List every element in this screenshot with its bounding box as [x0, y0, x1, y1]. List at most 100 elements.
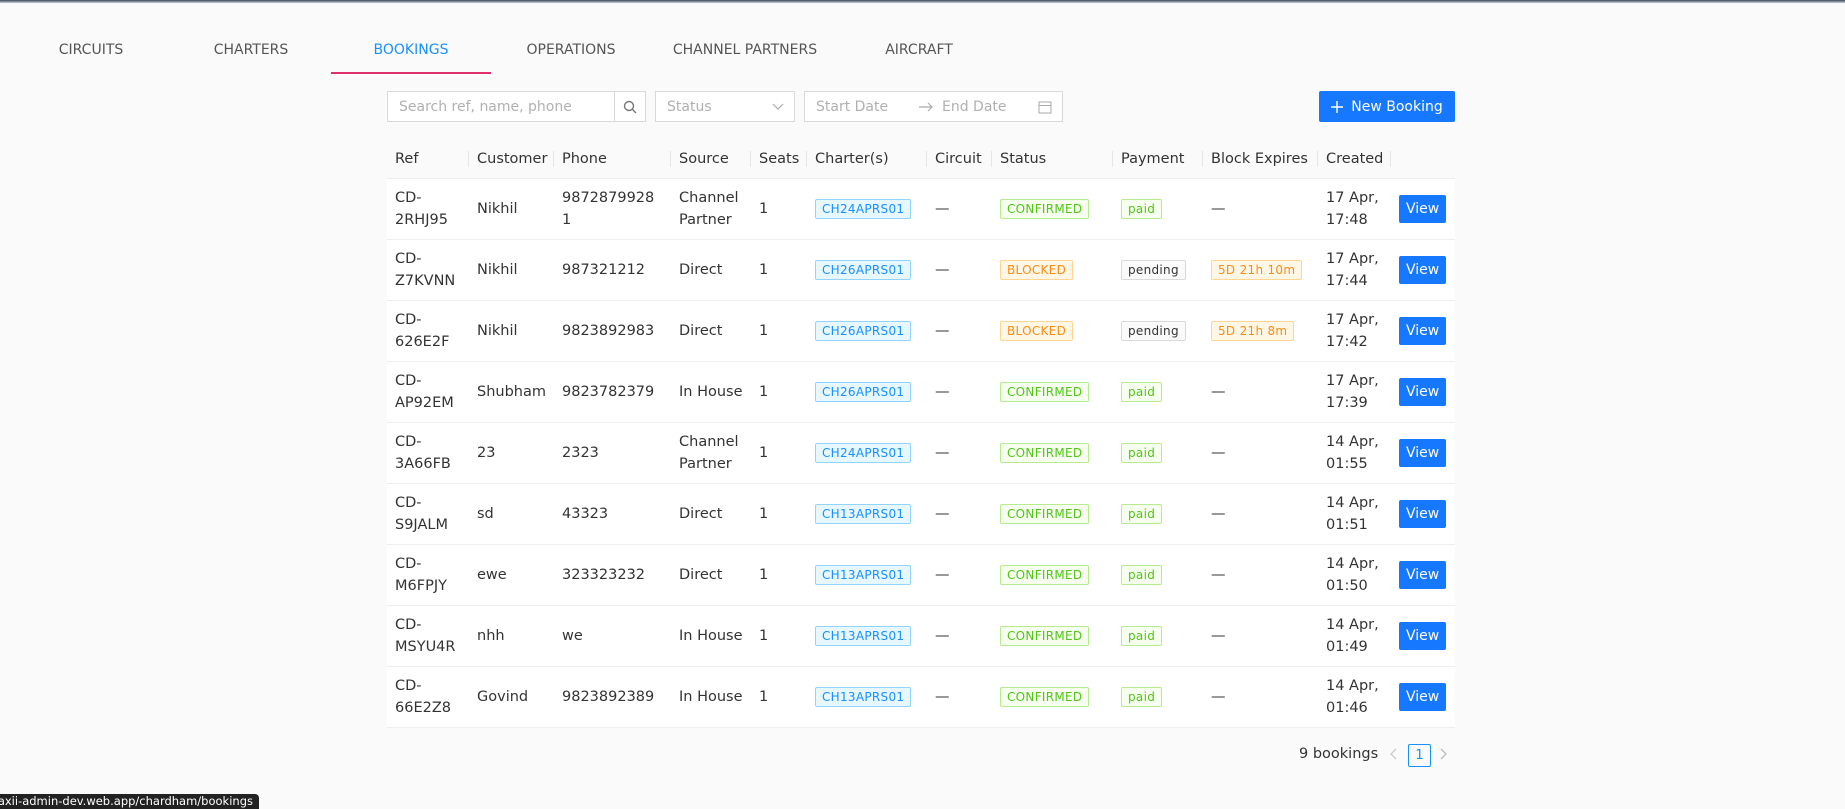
cell-text: 9823892389	[562, 688, 655, 705]
column-header: Block Expires	[1203, 140, 1318, 179]
cell: Nikhil	[469, 239, 554, 301]
cell-text: 17 Apr, 17:48	[1326, 189, 1379, 228]
booking-row: CD-MSYU4R nhh we In House 1 CH13APRS01 — CONFIR…	[387, 605, 1455, 667]
cell: paid	[1113, 544, 1203, 606]
tab[interactable]: CHARTERS	[213, 42, 289, 58]
cell: CD-Z7KVNN	[387, 239, 469, 301]
cell: 14 Apr, 01:51	[1318, 483, 1391, 545]
cell: 17 Apr, 17:42	[1318, 300, 1391, 362]
cell-text: Direct	[679, 322, 723, 339]
cell-text: we	[562, 627, 583, 644]
view-button[interactable]: View	[1399, 438, 1447, 467]
status-select[interactable]: Status	[655, 91, 795, 122]
cell: CH13APRS01	[807, 544, 927, 606]
view-button[interactable]: View	[1399, 255, 1447, 284]
next-page[interactable]	[1438, 748, 1448, 760]
cell: 2323	[554, 422, 671, 484]
cell: 9823892389	[554, 666, 671, 728]
cell: 1	[751, 178, 807, 240]
cell-text: Channel Partner	[679, 189, 739, 228]
search-button[interactable]	[614, 91, 646, 122]
cell-text: 987321212	[562, 261, 646, 278]
column-header: Status	[992, 140, 1113, 179]
payment-tag: paid	[1121, 503, 1163, 524]
cell: 98728799281	[554, 178, 671, 240]
tab[interactable]: CHANNEL PARTNERS	[672, 42, 818, 58]
prev-page[interactable]	[1389, 748, 1399, 760]
view-button[interactable]: View	[1399, 377, 1447, 406]
view-button[interactable]: View	[1399, 499, 1447, 528]
search-input[interactable]: Search ref, name, phone	[387, 91, 615, 122]
cell-text: 1	[759, 261, 769, 278]
tab[interactable]: CIRCUITS	[58, 42, 124, 58]
status-placeholder: Status	[667, 98, 712, 115]
tab-bar: CIRCUITS CHARTERS BOOKINGS OPERATIONS CHANNE…	[0, 0, 1000, 74]
cell-text: —	[935, 261, 950, 278]
page-number[interactable]: 1	[1408, 744, 1431, 767]
booking-row: CD-2RHJ95 Nikhil 98728799281 Channel Partne…	[387, 178, 1455, 240]
cell-text: Direct	[679, 505, 723, 522]
cell: paid	[1113, 361, 1203, 423]
cell-text: ewe	[477, 566, 507, 583]
view-button[interactable]: View	[1399, 194, 1447, 223]
cell: CH13APRS01	[807, 483, 927, 545]
column-header: Created	[1318, 140, 1391, 179]
charter-tag: CH26APRS01	[815, 381, 912, 402]
start-date-placeholder: Start Date	[816, 98, 889, 115]
tab[interactable]: OPERATIONS	[526, 42, 616, 58]
cell-text: —	[1211, 444, 1226, 461]
cell: paid	[1113, 178, 1203, 240]
status-bar: axii-admin-dev.web.app/chardham/bookings	[0, 794, 259, 809]
cell: —	[927, 361, 992, 423]
new-booking-button[interactable]: New Booking	[1319, 91, 1455, 122]
top-bar	[0, 0, 1845, 3]
cell: 987321212	[554, 239, 671, 301]
booking-row: CD-Z7KVNN Nikhil 987321212 Direct 1 CH26APRS0…	[387, 239, 1455, 301]
cell-text: 14 Apr, 01:55	[1326, 433, 1379, 472]
cell-text: —	[935, 627, 950, 644]
view-button[interactable]: View	[1399, 560, 1447, 589]
cell: In House	[671, 666, 751, 728]
cell-text: 2323	[562, 444, 599, 461]
cell: 9823782379	[554, 361, 671, 423]
date-range[interactable]: Start Date End Date	[804, 91, 1063, 122]
cell-text: 1	[759, 688, 769, 705]
status-tag: CONFIRMED	[1000, 198, 1090, 219]
cell-text: 23	[477, 444, 496, 461]
cell-text: 9823892983	[562, 322, 655, 339]
tab[interactable]: BOOKINGS	[373, 42, 449, 58]
view-button[interactable]: View	[1399, 682, 1447, 711]
cell: —	[1203, 605, 1318, 667]
cell: Shubham	[469, 361, 554, 423]
cell: CH24APRS01	[807, 178, 927, 240]
cell-text: 9823782379	[562, 383, 655, 400]
cell: CH26APRS01	[807, 300, 927, 362]
cell: CH13APRS01	[807, 605, 927, 667]
cell: 1	[751, 361, 807, 423]
cell: Channel Partner	[671, 178, 751, 240]
view-button[interactable]: View	[1399, 621, 1447, 650]
status-tag: CONFIRMED	[1000, 625, 1090, 646]
view-button[interactable]: View	[1399, 316, 1447, 345]
cell-text: 14 Apr, 01:49	[1326, 616, 1379, 655]
cell-text: sd	[477, 505, 494, 522]
tab[interactable]: AIRCRAFT	[885, 42, 953, 58]
status-tag: CONFIRMED	[1000, 503, 1090, 524]
cell: CONFIRMED	[992, 483, 1113, 545]
cell-text: Govind	[477, 688, 529, 705]
cell: CONFIRMED	[992, 605, 1113, 667]
charter-tag: CH13APRS01	[815, 564, 912, 585]
cell: —	[1203, 544, 1318, 606]
payment-tag: paid	[1121, 442, 1163, 463]
cell-text: 98728799281	[562, 189, 655, 228]
cell: CD-66E2Z8	[387, 666, 469, 728]
cell: 5D 21h 10m	[1203, 239, 1318, 301]
column-header: Seats	[751, 140, 807, 179]
cell: —	[1203, 361, 1318, 423]
booking-row: CD-S9JALM sd 43323 Direct 1 CH13APRS01 — CONFIR…	[387, 483, 1455, 545]
status-tag: CONFIRMED	[1000, 686, 1090, 707]
cell-text: 323323232	[562, 566, 646, 583]
cell-text: —	[1211, 688, 1226, 705]
cell-text: Direct	[679, 261, 723, 278]
status-tag: CONFIRMED	[1000, 381, 1090, 402]
